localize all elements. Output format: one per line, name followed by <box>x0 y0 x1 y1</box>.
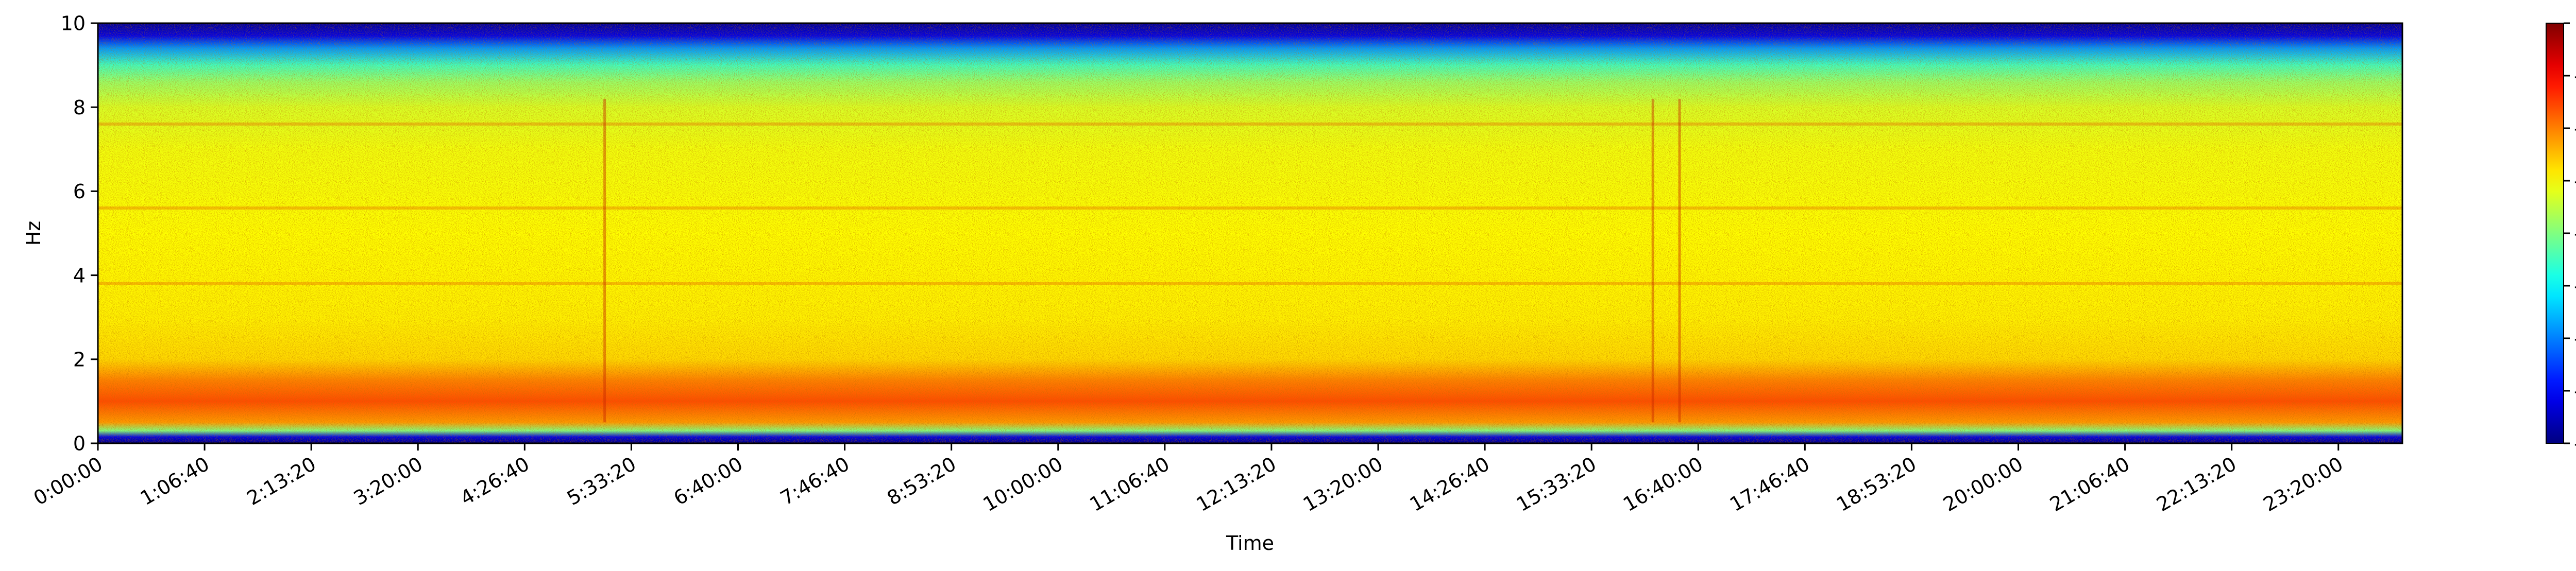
colorbar-tick-label: -30 dB <box>2574 170 2576 193</box>
colorbar-tick-label: -50 dB <box>2574 275 2576 298</box>
x-tick-label: 3:20:00 <box>350 453 427 510</box>
x-tick-label: 12:13:20 <box>1193 453 1280 516</box>
x-tick-label: 15:33:20 <box>1513 453 1600 516</box>
x-tick-label: 0:00:00 <box>30 453 107 510</box>
x-tick-label: 8:53:20 <box>883 453 960 510</box>
x-tick-label: 20:00:00 <box>1939 453 2027 516</box>
colorbar-gradient <box>2546 23 2564 444</box>
x-tick-label: 17:46:40 <box>1726 453 1814 516</box>
x-tick-label: 22:13:20 <box>2153 453 2240 516</box>
colorbar-tick-label: -60 dB <box>2574 327 2576 350</box>
colorbar-tick-label: -10 dB <box>2574 65 2576 88</box>
colorbar-tick-label: +0 dB <box>2574 12 2576 35</box>
y-axis-label: Hz <box>22 221 45 246</box>
spectrogram-noise-texture <box>98 23 2402 443</box>
x-axis: 0:00:00 1:06:40 2:13:20 3:20:00 4:26:40 5:33:… <box>30 443 2347 516</box>
y-tick-label: 6 <box>73 180 86 203</box>
y-tick-label: 0 <box>73 432 86 455</box>
horizontal-tonal-lines <box>98 122 2402 285</box>
y-tick-label: 2 <box>73 348 86 371</box>
x-tick-label: 2:13:20 <box>243 453 320 510</box>
x-tick-label: 6:40:00 <box>670 453 747 510</box>
y-tick-label: 10 <box>61 12 86 35</box>
plot-area <box>97 22 2403 444</box>
x-tick-label: 21:06:40 <box>2046 453 2133 516</box>
vertical-event-lines <box>603 98 1681 423</box>
x-tick-label: 11:06:40 <box>1086 453 1174 516</box>
x-tick-label: 23:20:00 <box>2259 453 2347 516</box>
x-tick-label: 10:00:00 <box>979 453 1066 516</box>
x-tick-label: 4:26:40 <box>456 453 533 510</box>
y-axis: 0 2 4 6 8 10 <box>61 12 98 455</box>
y-tick-label: 4 <box>73 264 86 287</box>
colorbar-tick-label: -70 dB <box>2574 380 2576 403</box>
x-tick-label: 16:40:00 <box>1619 453 1707 516</box>
colorbar-tick-label: -20 dB <box>2574 117 2576 140</box>
x-tick-label: 7:46:40 <box>776 453 853 510</box>
x-axis-label: Time <box>1226 532 1274 555</box>
x-tick-label: 18:53:20 <box>1833 453 1920 516</box>
colorbar-tick-label: -40 dB <box>2574 222 2576 245</box>
y-tick-label: 8 <box>73 96 86 119</box>
colorbar-tick-label: -80 dB <box>2574 432 2576 455</box>
x-tick-label: 1:06:40 <box>137 453 213 510</box>
colorbar-ticks: +0 dB -10 dB -20 dB -30 dB -40 dB -50 dB -60 d… <box>2564 12 2576 455</box>
plot-frame <box>97 22 2403 444</box>
x-tick-label: 13:20:00 <box>1299 453 1387 516</box>
x-tick-label: 14:26:40 <box>1406 453 1494 516</box>
colorbar: +0 dB -10 dB -20 dB -30 dB -40 dB -50 dB -60 d… <box>2546 12 2576 455</box>
x-tick-label: 5:33:20 <box>563 453 640 510</box>
